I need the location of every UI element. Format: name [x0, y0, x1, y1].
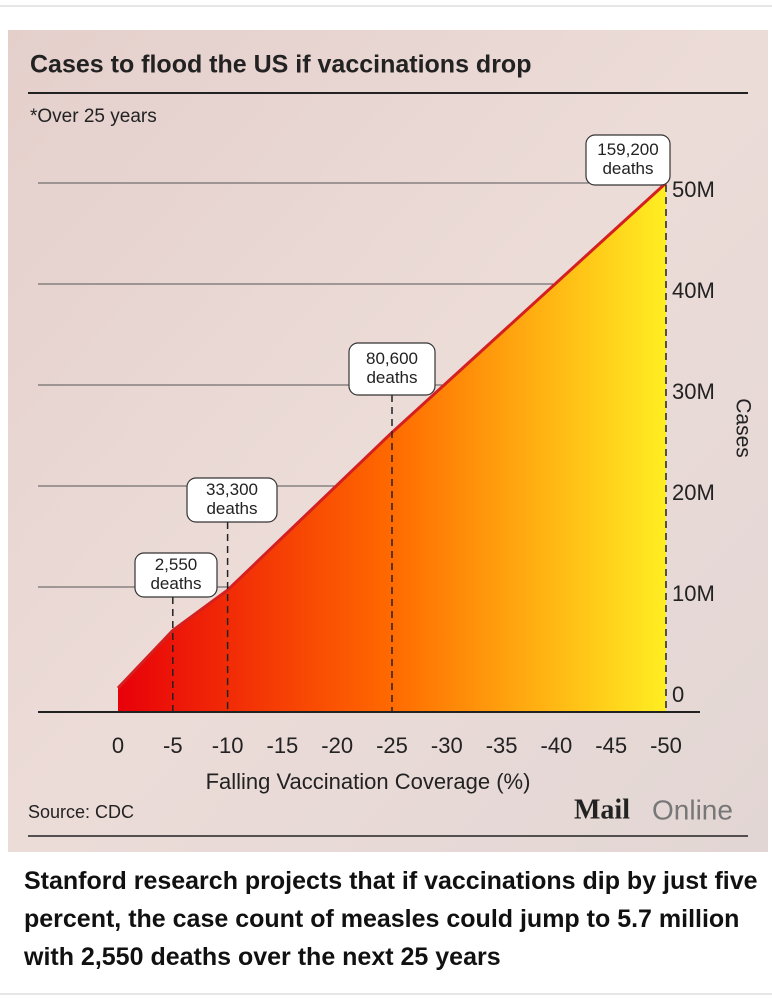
annotation-box: [186, 477, 278, 523]
annotation-text: deaths: [602, 159, 653, 178]
x-tick-label: -15: [267, 733, 299, 758]
annotation-box: [134, 552, 218, 598]
subtitle: *Over 25 years: [30, 106, 157, 127]
y-tick-label: 30M: [672, 379, 715, 404]
chart-title: Cases to flood the US if vaccinations dr…: [30, 51, 531, 79]
annotation-box: [585, 134, 671, 186]
annotation-text: 33,300: [206, 480, 258, 499]
y-axis-label: Cases: [731, 398, 754, 458]
x-tick-label: -5: [163, 733, 183, 758]
x-tick-label: -40: [541, 733, 573, 758]
x-axis-label: Falling Vaccination Coverage (%): [206, 769, 531, 794]
y-tick-label: 10M: [672, 581, 715, 606]
y-tick-label: 40M: [672, 278, 715, 303]
x-tick-label: 0: [112, 733, 124, 758]
x-tick-label: -50: [650, 733, 682, 758]
annotation-text: 2,550: [155, 555, 198, 574]
y-tick-label: 0: [672, 682, 684, 707]
line: [116, 181, 668, 690]
x-tick-label: -25: [376, 733, 408, 758]
annotation-text: 80,600: [366, 349, 418, 368]
x-tick-label: -45: [595, 733, 627, 758]
brand-mail: Mail: [574, 794, 630, 825]
source: Source: CDC: [28, 802, 134, 822]
annotation-text: deaths: [150, 574, 201, 593]
y-tick-label: 20M: [672, 480, 715, 505]
chart: Cases to flood the US if vaccinations dr…: [0, 5, 772, 852]
annotation-text: 159,200: [597, 140, 658, 159]
y-tick-label: 50M: [672, 177, 715, 202]
annotation-text: deaths: [366, 368, 417, 387]
x-tick-label: -35: [486, 733, 518, 758]
brand-online: Online: [652, 794, 733, 825]
x-tick-label: -30: [431, 733, 463, 758]
annotation-box: [348, 342, 436, 396]
x-tick-label: -20: [321, 733, 353, 758]
annotation-text: deaths: [206, 499, 257, 518]
caption: Stanford research projects that if vacci…: [24, 867, 758, 971]
x-tick-label: -10: [212, 733, 244, 758]
